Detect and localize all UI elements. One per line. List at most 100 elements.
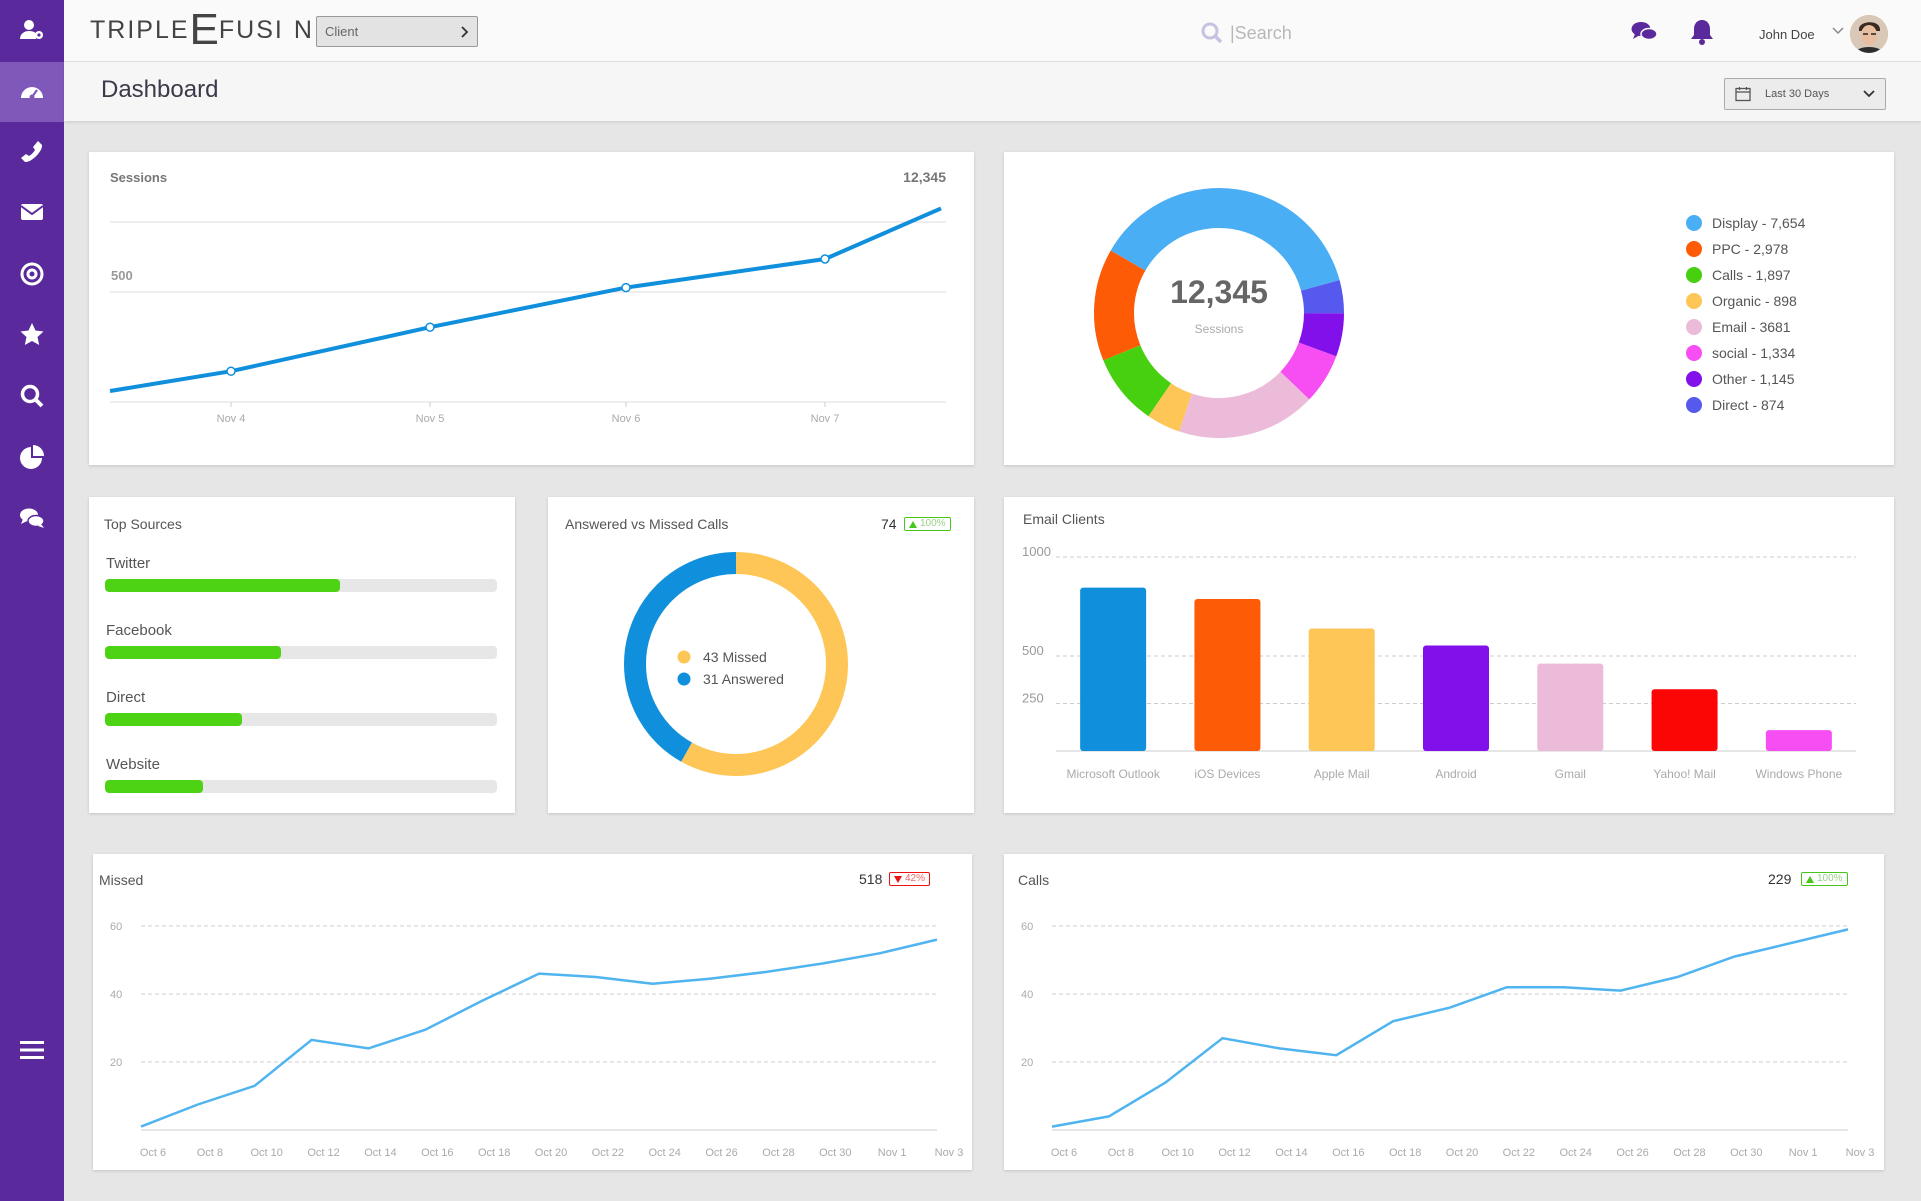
y-tick-label: 250	[1022, 691, 1044, 706]
x-tick-label: Oct 12	[307, 1147, 339, 1159]
x-tick-label: Oct 8	[197, 1147, 223, 1159]
y-tick-label: 1000	[1022, 544, 1051, 559]
x-tick-label: Nov 1	[1789, 1147, 1818, 1159]
user-name[interactable]: John Doe	[1759, 27, 1815, 42]
calls-card: Calls 229 100% 20 40 60 Oct 6 Oct 8 Oct 10 Oct…	[1004, 854, 1884, 1170]
sidebar-item-users[interactable]	[0, 0, 64, 60]
bar[interactable]	[1765, 730, 1832, 751]
legend-item[interactable]: Organic - 898	[1686, 288, 1805, 314]
source-label: Facebook	[106, 622, 172, 639]
missed-legend-dot	[677, 650, 691, 664]
y-tick-label: 60	[1021, 921, 1033, 933]
sidebar-item-calls[interactable]	[0, 122, 64, 182]
search-icon	[20, 384, 44, 408]
bar[interactable]	[1423, 645, 1489, 751]
legend-item[interactable]: Display - 7,654	[1686, 210, 1805, 236]
calls-total: 229	[1768, 871, 1792, 887]
x-tick-label: Oct 30	[819, 1147, 851, 1159]
sidebar-item-reports[interactable]	[0, 427, 64, 487]
x-tick-label: Oct 18	[478, 1147, 510, 1159]
chat-icon	[20, 508, 45, 528]
x-tick-label: Oct 14	[364, 1147, 396, 1159]
x-tick-label: Nov 4	[217, 413, 246, 425]
sidebar-item-dashboard[interactable]	[0, 62, 64, 122]
x-tick-label: Oct 10	[1162, 1147, 1194, 1159]
source-progress-bar	[105, 579, 497, 592]
legend-swatch	[1686, 215, 1702, 231]
donut-slice[interactable]	[1076, 170, 1363, 457]
legend-item[interactable]: PPC - 2,978	[1686, 236, 1805, 262]
x-tick-label: Oct 22	[592, 1147, 624, 1159]
sidebar-item-chat[interactable]	[0, 488, 64, 548]
legend-label: Calls - 1,897	[1712, 267, 1791, 283]
sessions-breakdown-card: 12,345 Sessions Display - 7,654 PPC - 2,9…	[1004, 152, 1894, 465]
date-range-selector[interactable]: Last 30 Days	[1724, 78, 1886, 110]
y-tick-label: 500	[111, 268, 133, 283]
chat-icon	[1631, 22, 1658, 41]
sessions-title: Sessions	[110, 170, 168, 185]
legend-swatch	[1686, 319, 1702, 335]
brand-logo[interactable]: TRIPLE E FUSI N	[90, 5, 314, 54]
bar[interactable]	[1537, 663, 1604, 751]
client-selector[interactable]: Client	[316, 16, 478, 47]
users-gear-icon	[20, 20, 43, 39]
bar[interactable]	[1308, 628, 1375, 751]
x-tick-label: Oct 26	[705, 1147, 737, 1159]
data-point[interactable]	[820, 254, 830, 264]
avatar[interactable]	[1850, 15, 1888, 53]
data-point[interactable]	[621, 282, 631, 293]
x-tick-label: Oct 18	[1389, 1147, 1421, 1159]
search-bar[interactable]: |Search	[1200, 21, 1292, 45]
x-tick-label: Oct 12	[1218, 1147, 1250, 1159]
legend-swatch	[1686, 345, 1702, 361]
legend-item[interactable]: Email - 3681	[1686, 314, 1805, 340]
legend-item[interactable]: Other - 1,145	[1686, 366, 1805, 392]
missed-badge: 42%	[889, 872, 931, 886]
x-tick-label: Oct 8	[1108, 1147, 1134, 1159]
bar[interactable]	[1080, 587, 1147, 751]
x-tick-label: Nov 3	[1846, 1147, 1875, 1159]
series-line	[140, 938, 938, 1128]
notifications-button[interactable]	[1689, 18, 1715, 51]
sidebar-item-search[interactable]	[0, 366, 64, 426]
answered-missed-badge: 100%	[904, 517, 951, 531]
sessions-breakdown-donut: 12,345 Sessions	[1076, 170, 1363, 457]
sidebar-item-favorites[interactable]	[0, 305, 64, 365]
pie-chart-icon	[20, 445, 44, 469]
missed-title: Missed	[99, 872, 144, 888]
breakdown-label: Sessions	[1195, 322, 1244, 336]
legend-item[interactable]: Calls - 1,897	[1686, 262, 1805, 288]
answered-missed-card: Answered vs Missed Calls 74 100% 43 Miss…	[548, 497, 974, 813]
sidebar-item-mentions[interactable]	[0, 244, 64, 304]
source-label: Website	[106, 756, 160, 773]
messages-button[interactable]	[1630, 20, 1658, 49]
top-header: TRIPLE E FUSI N Client |Search John Doe	[64, 0, 1921, 62]
legend-item[interactable]: social - 1,334	[1686, 340, 1805, 366]
donut-slice[interactable]	[1076, 170, 1363, 457]
sessions-line-chart: 500 Nov 4 Nov 5 Nov 6 Nov 7	[109, 206, 946, 425]
source-progress-fill	[105, 646, 282, 659]
search-input[interactable]: |Search	[1230, 22, 1292, 43]
data-point[interactable]	[226, 366, 236, 376]
data-point[interactable]	[425, 322, 435, 332]
bar[interactable]	[1194, 599, 1261, 751]
search-icon	[1201, 22, 1223, 44]
answered-missed-title: Answered vs Missed Calls	[565, 516, 729, 532]
envelope-icon	[20, 204, 44, 220]
sidebar-item-email[interactable]	[0, 182, 64, 242]
sidebar-menu-toggle[interactable]	[0, 1020, 64, 1080]
sidebar	[0, 0, 64, 1201]
legend-swatch	[1686, 397, 1702, 413]
breakdown-total: 12,345	[1170, 274, 1268, 310]
chevron-down-icon[interactable]	[1832, 26, 1844, 36]
donut-slice[interactable]	[1076, 170, 1363, 457]
legend-item[interactable]: Direct - 874	[1686, 392, 1805, 418]
bar[interactable]	[1651, 689, 1718, 751]
menu-icon	[20, 1041, 44, 1059]
y-tick-label: 40	[1021, 989, 1033, 1001]
calendar-icon	[1735, 87, 1751, 102]
sessions-total: 12,345	[903, 169, 946, 185]
donut-slice[interactable]	[624, 552, 848, 776]
x-tick-label: Nov 1	[878, 1147, 907, 1159]
x-tick-label: Oct 10	[251, 1147, 283, 1159]
